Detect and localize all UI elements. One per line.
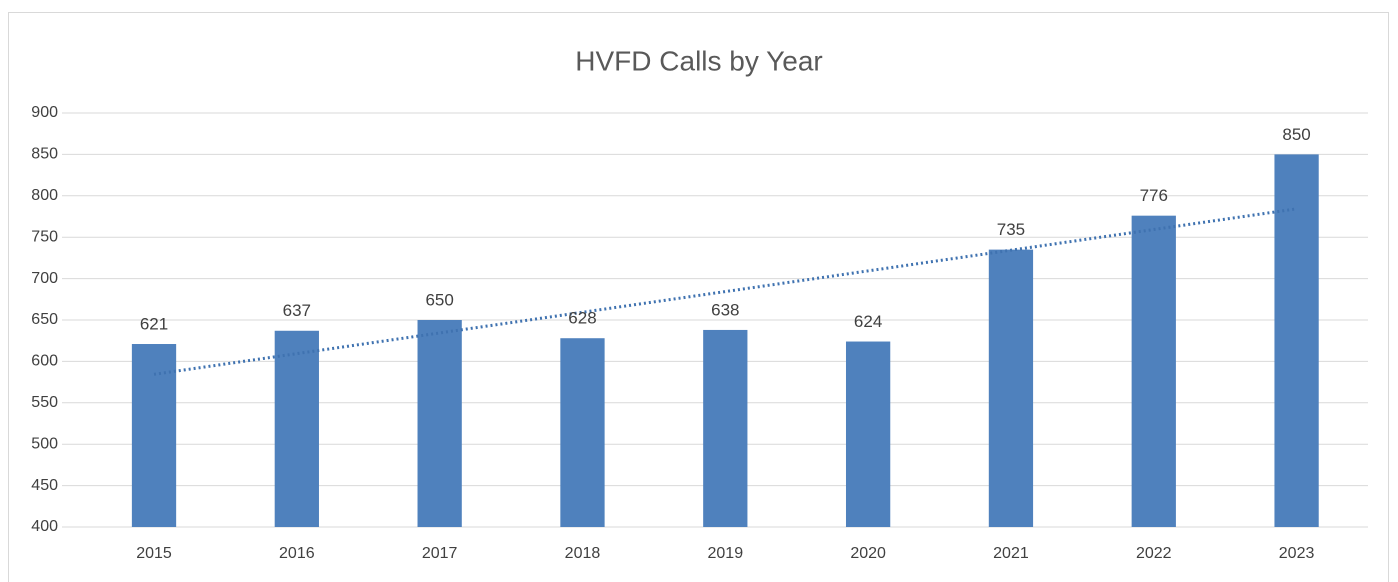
data-label: 735 xyxy=(997,220,1025,239)
y-tick-label: 800 xyxy=(31,187,58,204)
bar xyxy=(1131,215,1176,527)
y-tick-label: 450 xyxy=(31,477,58,494)
data-label: 650 xyxy=(425,290,453,309)
y-tick-label: 600 xyxy=(31,353,58,370)
x-tick-label: 2022 xyxy=(1136,545,1172,562)
bar xyxy=(274,330,319,527)
y-tick-label: 900 xyxy=(31,104,58,121)
x-tick-label: 2018 xyxy=(565,545,601,562)
x-tick-label: 2017 xyxy=(422,545,458,562)
bar xyxy=(988,249,1034,527)
bar xyxy=(703,329,748,527)
x-tick-label: 2021 xyxy=(993,545,1029,562)
x-tick-label: 2020 xyxy=(850,545,886,562)
data-label: 637 xyxy=(283,301,311,320)
data-label: 624 xyxy=(854,312,882,331)
x-tick-label: 2015 xyxy=(136,545,172,562)
y-tick-label: 750 xyxy=(31,228,58,245)
y-tick-label: 400 xyxy=(31,518,58,535)
y-tick-label: 500 xyxy=(31,435,58,452)
y-tick-label: 700 xyxy=(31,270,58,287)
bar xyxy=(560,338,605,527)
data-label: 776 xyxy=(1140,186,1168,205)
chart-title: HVFD Calls by Year xyxy=(575,45,822,76)
y-tick-label: 650 xyxy=(31,311,58,328)
bar xyxy=(417,320,462,527)
data-label: 638 xyxy=(711,300,739,319)
bar xyxy=(845,341,891,527)
x-tick-label: 2023 xyxy=(1279,545,1315,562)
data-label: 628 xyxy=(568,309,596,328)
bar xyxy=(1274,154,1319,527)
y-tick-label: 550 xyxy=(31,394,58,411)
x-tick-label: 2016 xyxy=(279,545,315,562)
chart-border xyxy=(8,12,1389,582)
data-label: 621 xyxy=(140,314,168,333)
x-tick-label: 2019 xyxy=(708,545,744,562)
bar xyxy=(131,344,177,527)
data-label: 850 xyxy=(1282,125,1310,144)
y-tick-label: 850 xyxy=(31,146,58,163)
